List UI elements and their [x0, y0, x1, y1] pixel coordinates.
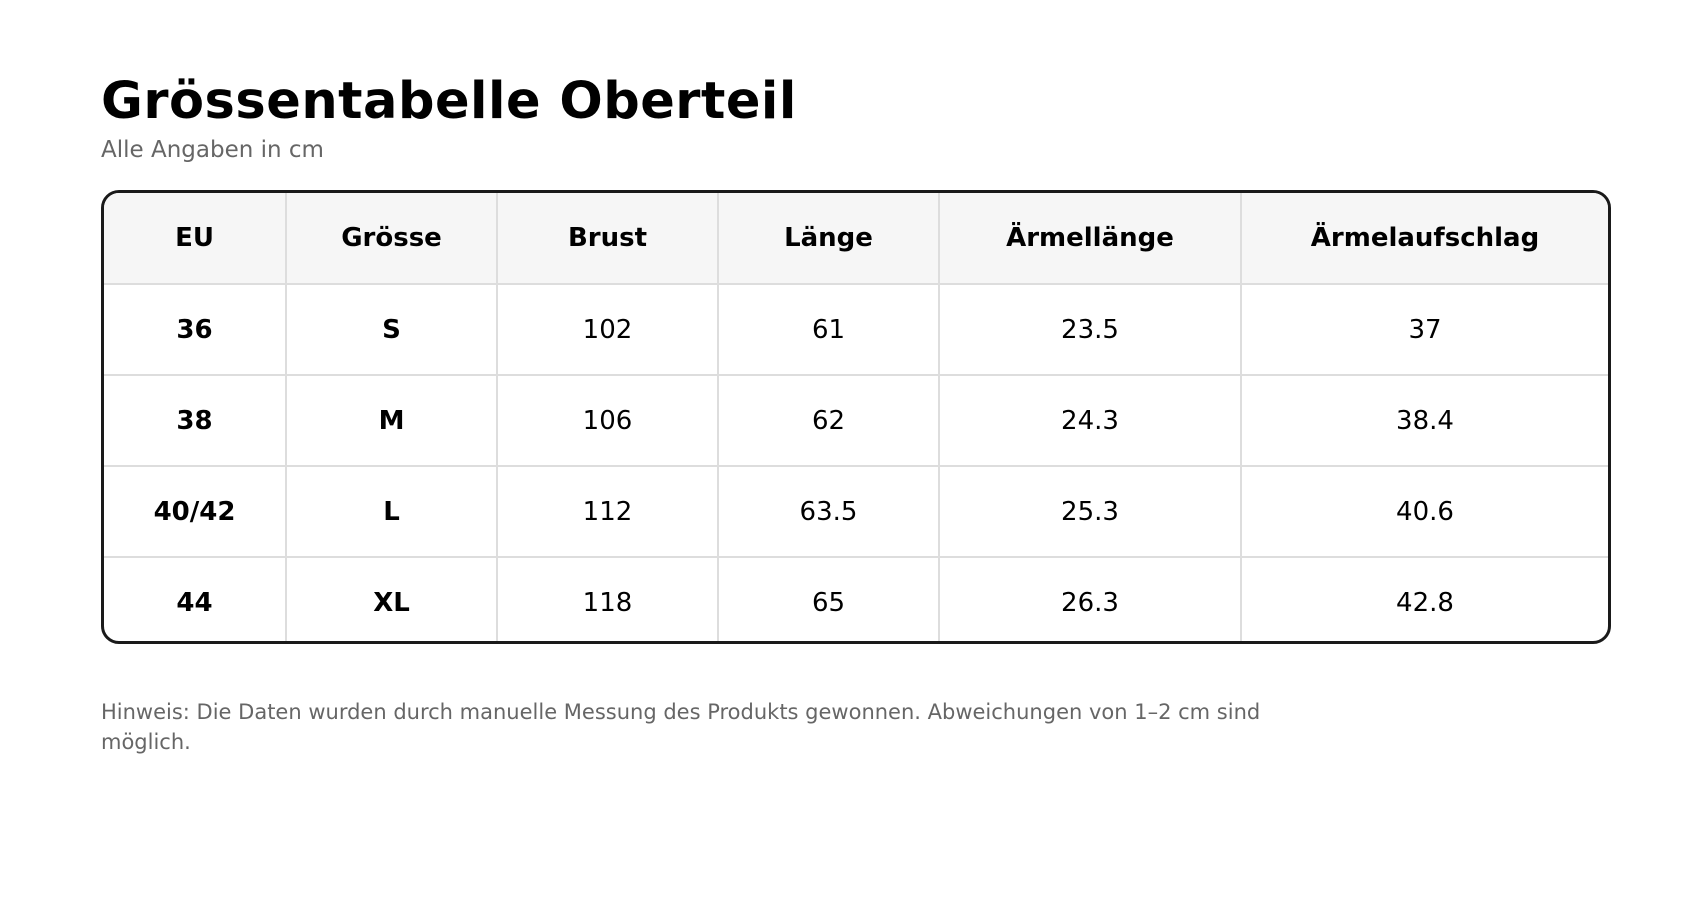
table-row: 40/42 L 112 63.5 25.3 40.6 — [104, 466, 1608, 558]
cell-eu: 44 — [104, 557, 287, 641]
cell-length: 65 — [718, 557, 940, 641]
size-table-container: EU Grösse Brust Länge Ärmellänge Ärmelau… — [101, 190, 1611, 644]
cell-chest: 118 — [497, 557, 719, 641]
cell-chest: 102 — [497, 284, 719, 376]
cell-cuff: 38.4 — [1241, 375, 1608, 467]
table-header-row: EU Grösse Brust Länge Ärmellänge Ärmelau… — [104, 193, 1608, 285]
size-table: EU Grösse Brust Länge Ärmellänge Ärmelau… — [104, 193, 1608, 641]
cell-sleeve-length: 24.3 — [939, 375, 1242, 467]
page-subtitle: Alle Angaben in cm — [101, 137, 324, 163]
cell-size: L — [286, 466, 498, 558]
table-row: 44 XL 118 65 26.3 42.8 — [104, 557, 1608, 641]
cell-eu: 36 — [104, 284, 287, 376]
cell-length: 61 — [718, 284, 940, 376]
cell-sleeve-length: 26.3 — [939, 557, 1242, 641]
header-chest: Brust — [497, 193, 719, 285]
cell-eu: 38 — [104, 375, 287, 467]
cell-size: M — [286, 375, 498, 467]
cell-chest: 112 — [497, 466, 719, 558]
cell-sleeve-length: 23.5 — [939, 284, 1242, 376]
cell-cuff: 40.6 — [1241, 466, 1608, 558]
cell-length: 63.5 — [718, 466, 940, 558]
cell-cuff: 42.8 — [1396, 587, 1454, 618]
cell-cuff: 37 — [1241, 284, 1608, 376]
header-size: Grösse — [286, 193, 498, 285]
cell-length: 62 — [718, 375, 940, 467]
table-row: 38 M 106 62 24.3 38.4 — [104, 375, 1608, 467]
size-chart-page: Grössentabelle Oberteil Alle Angaben in … — [101, 72, 1611, 754]
cell-size: S — [286, 284, 498, 376]
page-title: Grössentabelle Oberteil — [101, 72, 797, 131]
measurement-note: Hinweis: Die Daten wurden durch manuelle… — [101, 700, 1261, 754]
cell-sleeve-length: 25.3 — [939, 466, 1242, 558]
header-cuff: Ärmelaufschlag — [1241, 193, 1608, 285]
cell-size: XL — [286, 557, 498, 641]
header-length: Länge — [718, 193, 940, 285]
cell-eu: 40/42 — [104, 466, 287, 558]
cell-chest: 106 — [497, 375, 719, 467]
header-sleeve-length: Ärmellänge — [939, 193, 1242, 285]
table-row: 36 S 102 61 23.5 37 — [104, 284, 1608, 376]
header-eu: EU — [104, 193, 287, 285]
